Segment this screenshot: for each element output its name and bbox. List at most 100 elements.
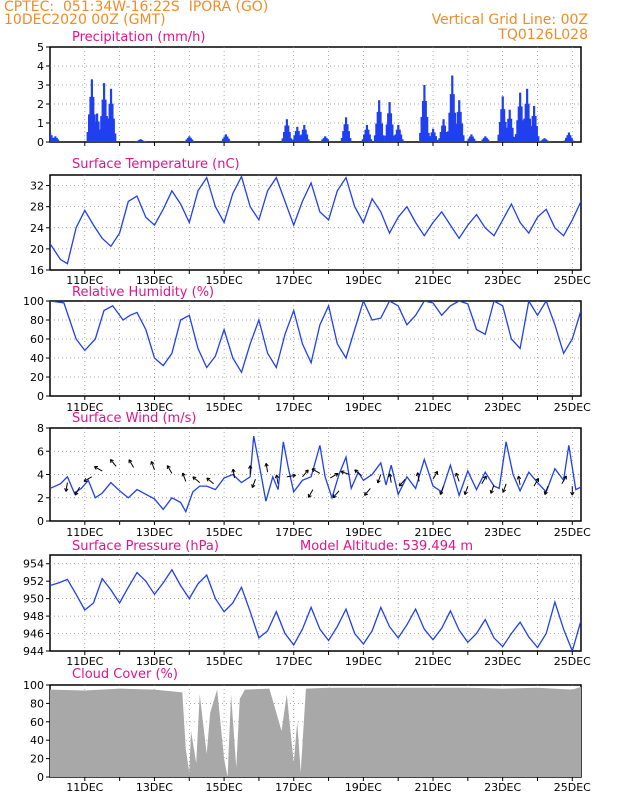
x-tick-label: 13DEC [136,655,173,668]
wind-arrow-head [181,472,184,477]
precip-bar [104,99,107,142]
wind-arrow [354,469,362,477]
wind-arrow [166,465,173,474]
wind-arrow-head [489,489,492,494]
precip-bar [391,124,394,142]
wind-arrow-head [333,496,337,499]
y-tick-label: 2 [37,98,44,111]
data-layer [50,75,575,142]
precip-bar [284,125,287,142]
wind-arrow-head [364,491,366,496]
precip-bar [191,139,194,142]
x-tick-label: 21DEC [414,526,451,539]
x-tick-label: 17DEC [275,274,312,287]
precip-bar [227,138,230,142]
x-tick-label: 19DEC [345,274,382,287]
precip-bar [375,123,378,142]
x-tick-label: 17DEC [275,526,312,539]
wind-arrow-head [206,477,209,482]
precip-bar [466,140,469,142]
wind-arrow-head [464,491,468,495]
wind-arrow-head [83,478,87,482]
precip-bar [304,129,307,142]
precip-bar [102,83,106,142]
x-tick-label: 11DEC [66,781,103,794]
precip-bar [94,121,97,142]
x-tick-label: 25DEC [554,274,591,287]
y-tick-label: 16 [30,264,44,277]
precip-bar [524,103,527,142]
precip-bar [389,113,393,142]
wind-arrow [206,477,214,485]
y-tick-label: 1 [37,117,44,130]
x-tick-label: 11DEC [66,655,103,668]
x-tick-label: 21DEC [414,781,451,794]
wind-arrow [377,474,382,484]
wind-arrow-head [376,479,379,484]
precip-bar [519,92,522,142]
precip-bar [540,140,543,142]
precip-bar [427,139,431,142]
precip-bar [93,129,96,142]
precip-bar [512,136,515,142]
precip-bar [346,124,349,142]
wind-arrow-head [354,469,359,471]
precip-bar [299,135,302,142]
x-tick-label: 17DEC [275,655,312,668]
precip-bar [535,126,538,142]
y-tick-label: 60 [30,716,44,729]
precip-bar [460,123,464,142]
y-tick-label: 5 [37,41,44,54]
wind-arrow [302,469,309,478]
x-tick-label: 11DEC [66,274,103,287]
precip-bar [430,132,433,142]
precip-bar [292,139,295,142]
precip-bar [54,136,57,142]
wind-arrow [561,475,567,485]
precip-bar [471,136,474,142]
panel-title: Surface Temperature (nC) [72,157,240,172]
wind-arrow-head [232,468,236,473]
wind-arrow [311,468,321,474]
precip-bar [569,135,572,142]
precip-bar [111,103,114,142]
precip-bar [446,131,450,142]
wind-arrow [455,472,460,482]
precip-bar [571,140,575,142]
precip-bar [289,138,293,142]
precip-bar [379,111,382,142]
precip-bar [526,88,529,142]
wind-arrow-head [292,473,296,476]
precip-bar [224,134,228,142]
x-tick-label: 13DEC [136,526,173,539]
precip-bar [500,109,503,142]
precip-bar [508,109,511,142]
wind-arrow-head [516,475,519,480]
precip-bar [507,118,510,142]
wind-arrow [182,472,187,482]
wind-arrow-head [463,491,466,495]
precip-bar [300,134,303,142]
precip-bar [456,111,459,142]
x-tick-label: 23DEC [484,781,521,794]
x-tick-label: 25DEC [554,401,591,414]
precip-bar [474,140,477,142]
x-tick-label: 25DEC [554,781,591,794]
precip-bar [426,116,429,142]
precip-bar [101,99,104,142]
wind-arrow-head [292,474,296,478]
precip-bar [299,139,302,142]
precip-bar [297,131,300,142]
y-tick-label: 60 [30,333,44,346]
wind-arrow [502,483,507,493]
precip-bar [427,132,430,142]
series-line [50,568,581,651]
wind-arrow [94,466,103,472]
wind-arrow-head [502,489,507,493]
precip-bar [282,131,286,142]
precip-bar [373,135,377,142]
wind-arrow [518,476,521,486]
precip-bar [420,116,423,142]
wind-arrow-head [110,458,114,462]
precip-bar [92,96,95,142]
